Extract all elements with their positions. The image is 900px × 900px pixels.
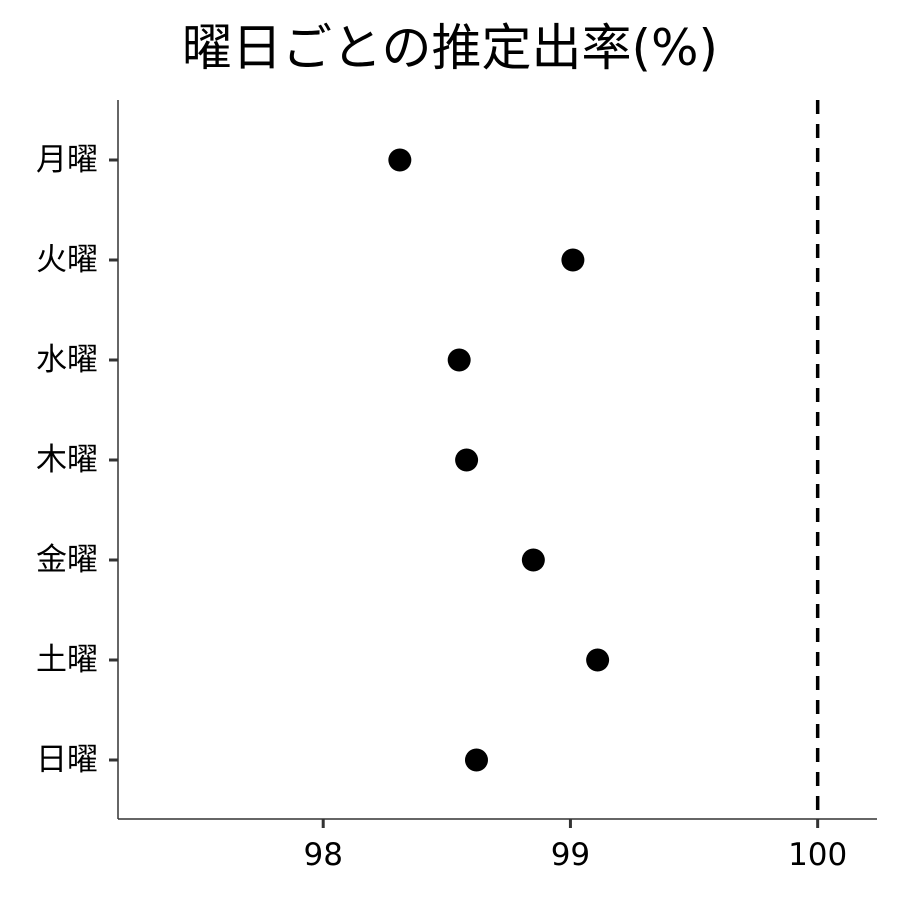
- y-tick-label: 土曜: [36, 642, 98, 678]
- chart-title: 曜日ごとの推定出率(%): [181, 19, 719, 77]
- data-point: [388, 148, 412, 172]
- y-tick-label: 火曜: [36, 242, 98, 278]
- data-point: [464, 748, 488, 772]
- y-tick-label: 月曜: [36, 142, 98, 178]
- x-tick-label: 98: [303, 837, 342, 873]
- data-point: [455, 448, 479, 472]
- data-point: [521, 548, 545, 572]
- data-point: [447, 348, 471, 372]
- data-point: [561, 248, 585, 272]
- data-point: [586, 648, 610, 672]
- y-tick-label: 日曜: [36, 742, 98, 778]
- x-tick-label: 100: [788, 837, 847, 873]
- y-tick-label: 木曜: [36, 442, 98, 478]
- y-tick-label: 水曜: [36, 342, 98, 378]
- x-tick-label: 99: [551, 837, 590, 873]
- y-tick-label: 金曜: [36, 542, 98, 578]
